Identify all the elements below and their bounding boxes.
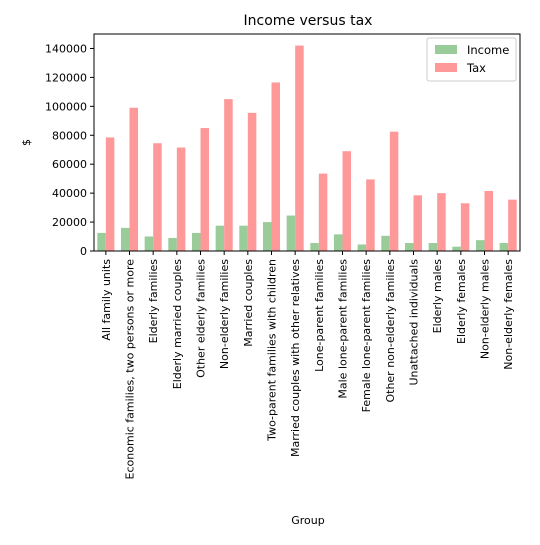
legend-label-income: Income xyxy=(467,43,509,57)
plot-area: 0 20000 40000 60000 80000 100000 120000 140000 A… xyxy=(45,33,521,480)
x-tick-label-8: Married couples with other relatives xyxy=(289,259,302,457)
y-tick-label-4: 80000 xyxy=(52,129,87,142)
y-tick-label-0: 0 xyxy=(80,245,87,258)
x-tick-label-13: Unattached individuals xyxy=(408,259,421,386)
bar-tax-8 xyxy=(295,45,304,251)
bar-tax-1 xyxy=(129,107,139,251)
bar-income-2 xyxy=(144,236,154,251)
bar-income-0 xyxy=(97,232,106,251)
bar-tax-16 xyxy=(484,190,494,251)
bar-income-1 xyxy=(120,227,130,251)
x-tick-label-9: Lone-parent families xyxy=(313,259,326,372)
x-tick-label-6: Married couples xyxy=(242,259,255,347)
y-tick-label-5: 100000 xyxy=(45,100,87,113)
bar-income-6 xyxy=(239,225,248,251)
bar-income-17 xyxy=(499,243,509,251)
bar-tax-7 xyxy=(271,82,281,252)
bar-tax-2 xyxy=(153,143,162,251)
plot-frame xyxy=(93,33,521,252)
y-tick-label-7: 140000 xyxy=(45,42,87,55)
bar-tax-12 xyxy=(389,131,399,251)
bar-income-5 xyxy=(215,225,225,251)
bar-tax-14 xyxy=(437,193,446,251)
bar-tax-10 xyxy=(342,151,352,251)
x-tick-label-17: Non-elderly females xyxy=(502,259,515,370)
bar-tax-6 xyxy=(247,112,257,251)
y-tick-label-2: 40000 xyxy=(52,187,87,200)
bar-income-7 xyxy=(262,222,272,251)
bar-income-9 xyxy=(310,243,319,251)
x-tick-label-1: Economic families, two persons or more xyxy=(124,259,137,480)
x-tick-label-14: Elderly males xyxy=(431,259,444,334)
x-tick-label-10: Male lone-parent families xyxy=(337,259,350,399)
bar-tax-4 xyxy=(200,128,210,251)
bar-income-14 xyxy=(428,243,438,251)
bar-tax-9 xyxy=(318,173,328,251)
chart-title: Income versus tax xyxy=(244,13,373,29)
x-axis-label: Group xyxy=(291,514,325,527)
bar-tax-11 xyxy=(366,179,375,251)
y-tick-label-3: 60000 xyxy=(52,158,87,171)
bar-tax-17 xyxy=(508,199,517,251)
x-tick-label-0: All family units xyxy=(100,259,113,341)
bar-income-16 xyxy=(475,240,485,251)
bar-income-11 xyxy=(357,244,367,251)
bar-tax-13 xyxy=(413,195,423,251)
x-tick-label-5: Non-elderly families xyxy=(218,259,231,369)
legend-swatch-tax xyxy=(435,63,457,72)
x-tick-label-15: Elderly females xyxy=(455,259,468,344)
y-axis-label: $ xyxy=(20,139,33,146)
x-tick-label-2: Elderly families xyxy=(147,259,160,344)
bar-tax-3 xyxy=(176,147,186,251)
bar-income-8 xyxy=(286,215,296,251)
x-tick-label-12: Other non-elderly families xyxy=(384,259,397,403)
y-tick-label-1: 20000 xyxy=(52,216,87,229)
y-tick-label-6: 120000 xyxy=(45,71,87,84)
x-tick-label-4: Other elderly families xyxy=(195,259,208,378)
bar-income-10 xyxy=(333,234,343,251)
bar-income-4 xyxy=(191,232,201,251)
bar-tax-15 xyxy=(460,203,470,251)
bar-income-3 xyxy=(168,237,177,251)
bar-tax-5 xyxy=(224,99,233,251)
x-tick-label-3: Elderly married couples xyxy=(171,259,184,390)
bar-income-15 xyxy=(452,246,461,251)
legend-swatch-income xyxy=(435,45,457,54)
bar-income-13 xyxy=(404,243,414,251)
legend: Income Tax xyxy=(426,37,517,82)
legend-label-tax: Tax xyxy=(466,61,486,75)
x-tick-label-11: Female lone-parent families xyxy=(360,259,373,413)
x-tick-label-7: Two-parent families with children xyxy=(266,259,279,442)
bar-income-12 xyxy=(381,235,390,251)
x-tick-label-16: Non-elderly males xyxy=(479,259,492,359)
bar-tax-0 xyxy=(105,137,115,251)
